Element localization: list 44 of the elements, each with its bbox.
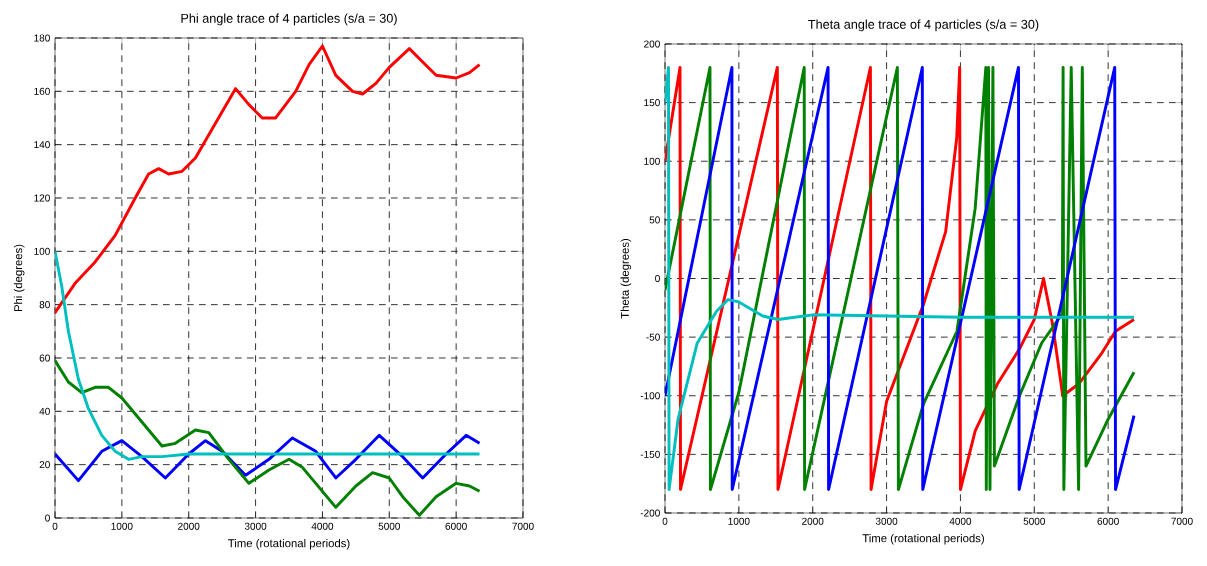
y-tick-label: 0 [655,274,660,283]
y-tick-label: 150 [644,99,660,107]
x-tick-label: 0 [662,517,668,525]
y-tick-label: 120 [34,194,50,202]
chart-title: Theta angle trace of 4 particles (s/a = 30) [808,19,1039,32]
x-tick-label: 6000 [445,522,467,530]
x-tick-label: 2000 [178,522,200,530]
line-series [55,359,482,517]
x-tick-label: 5000 [1023,517,1046,525]
x-tick-label: 1000 [111,522,133,530]
x-tick-label: 1000 [728,517,750,525]
y-tick-label: -150 [640,450,660,458]
x-tick-label: 5000 [378,522,401,530]
x-tick-label: 2000 [802,517,824,525]
x-axis-title: Time (rotational periods) [228,538,350,550]
chart-title: Phi angle trace of 4 particles (s/a = 30) [181,13,397,26]
y-tick-label: 180 [34,34,50,42]
y-tick-label: 200 [644,40,660,48]
y-axis-title: Theta (degrees) [620,238,632,319]
y-tick-label: 140 [34,141,50,149]
x-tick-label: 3000 [875,517,898,525]
y-tick-label: 100 [644,157,660,165]
line-series [55,433,482,483]
y-tick-label: 160 [34,87,50,95]
y-tick-label: 40 [39,407,50,415]
y-tick-label: 60 [39,354,50,362]
y-tick-label: 80 [39,301,50,309]
x-tick-label: 0 [52,522,58,530]
x-tick-label: 6000 [1097,517,1119,525]
x-tick-label: 4000 [949,517,972,525]
x-tick-label: 7000 [512,522,534,530]
y-tick-label: -200 [640,509,660,517]
line-series [665,65,1136,492]
x-tick-label: 7000 [1171,517,1193,525]
line-series [55,44,482,315]
x-tick-label: 3000 [244,522,267,530]
y-tick-label: 20 [39,461,50,469]
y-tick-label: -100 [640,392,660,400]
y-tick-label: -50 [646,333,660,341]
y-tick-label: 50 [649,216,660,224]
y-axis-title: Phi (degrees) [13,244,25,312]
y-tick-label: 100 [34,247,50,255]
x-tick-label: 4000 [311,522,334,530]
x-axis-title: Time (rotational periods) [862,533,984,545]
